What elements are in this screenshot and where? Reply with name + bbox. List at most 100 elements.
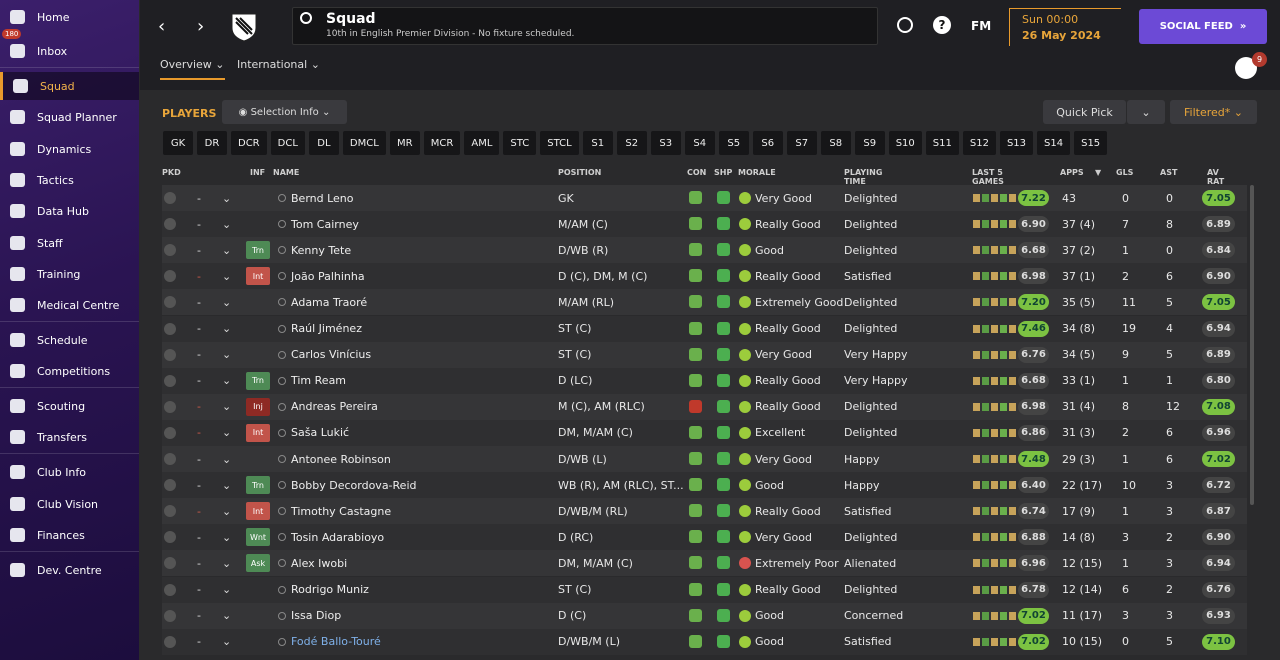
quick-pick-menu[interactable]: ⌄ (1127, 100, 1165, 124)
search-box[interactable]: Squad 10th in English Premier Division -… (292, 7, 878, 45)
player-row[interactable]: - ⌄ Ask Alex Iwobi DM, M/AM (C) Extremely Poo… (162, 550, 1247, 577)
nav-item[interactable]: Squad (0, 72, 139, 100)
position-filter[interactable]: S13 (999, 131, 1034, 155)
player-row[interactable]: - ⌄ Adama Traoré M/AM (RL) Extremely Good Del… (162, 289, 1247, 316)
position-filter[interactable]: MR (389, 131, 420, 155)
position-filter[interactable]: GK (163, 131, 193, 155)
position-filter[interactable]: DCR (231, 131, 267, 155)
player-row[interactable]: - ⌄ Trn Bobby Decordova-Reid WB (R), AM (RLC… (162, 472, 1247, 499)
selection-info-button[interactable]: ◉ Selection Info ⌄ (222, 100, 347, 124)
position-filter[interactable]: S9 (854, 131, 885, 155)
position-filter[interactable]: STC (503, 131, 537, 155)
nav-item[interactable]: Competitions (0, 357, 139, 385)
position-filter[interactable]: DCL (270, 131, 305, 155)
nav-item[interactable]: Transfers (0, 423, 139, 451)
column-header[interactable]: APPS (1060, 168, 1084, 177)
social-feed-button[interactable]: SOCIAL FEED » (1139, 9, 1267, 44)
player-row[interactable]: - ⌄ Bernd Leno GK Very Good Delighted 7.22 43 0 0… (162, 185, 1247, 211)
player-name: Andreas Pereira (291, 400, 378, 414)
nav-item[interactable]: Dynamics (0, 135, 139, 163)
position-filter[interactable]: S4 (684, 131, 715, 155)
player-row[interactable]: - ⌄ Rodrigo Muniz ST (C) Really Good Delighte… (162, 576, 1247, 603)
sidebar: Home Inbox 180 Squad Squad Planner Dynamics Ta… (0, 0, 139, 660)
column-header[interactable]: MORALE (738, 168, 776, 177)
separator (0, 321, 139, 322)
column-header[interactable]: AST (1160, 168, 1178, 177)
position-filter[interactable]: DMCL (342, 131, 386, 155)
nav-item[interactable]: Dev. Centre (0, 556, 139, 584)
nav-item[interactable]: Training (0, 260, 139, 288)
column-header[interactable]: CON (687, 168, 707, 177)
nav-item[interactable]: Squad Planner (0, 103, 139, 131)
nav-item[interactable]: Finances (0, 521, 139, 549)
tab[interactable]: Overview ⌄ (160, 58, 225, 80)
player-icon (278, 507, 286, 516)
forward-button[interactable]: › (197, 16, 205, 37)
nav-item[interactable]: Tactics (0, 166, 139, 194)
player-row[interactable]: - ⌄ Issa Diop D (C) Good Concerned 7.02 11 (17)… (162, 602, 1247, 629)
player-row[interactable]: - ⌄ Trn Kenny Tete D/WB (R) Good Delighted 6.68… (162, 237, 1247, 264)
player-row[interactable]: - ⌄ Raúl Jiménez ST (C) Really Good Delighted… (162, 315, 1247, 342)
nav-item[interactable]: Schedule (0, 326, 139, 354)
column-header[interactable]: POSITION (558, 168, 602, 177)
position-filter[interactable]: S15 (1074, 131, 1108, 155)
player-row[interactable]: - ⌄ Fodé Ballo-Touré D/WB/M (L) Good Satisfie… (162, 628, 1247, 655)
player-row[interactable]: - ⌄ Trn Tim Ream D (LC) Really Good Very Happy… (162, 367, 1247, 394)
player-row[interactable]: - ⌄ Antonee Robinson D/WB (L) Very Good Happy… (162, 446, 1247, 472)
position-filter[interactable]: S2 (616, 131, 647, 155)
world-icon[interactable] (897, 17, 913, 33)
nav-item[interactable]: Medical Centre (0, 291, 139, 319)
date-box[interactable]: Sun 00:00 26 May 2024 (1009, 8, 1121, 46)
position-filter[interactable]: MCR (423, 131, 461, 155)
player-row[interactable]: - ⌄ Tom Cairney M/AM (C) Really Good Delighte… (162, 211, 1247, 238)
column-header[interactable]: AV RAT (1207, 168, 1225, 186)
scrollbar[interactable] (1250, 185, 1254, 505)
position-filter[interactable]: S5 (718, 131, 749, 155)
position-filter[interactable]: DR (197, 131, 227, 155)
filter-button[interactable]: Filtered* ⌄ (1170, 100, 1257, 124)
club-crest[interactable] (228, 10, 260, 42)
position-filter[interactable]: S12 (962, 131, 996, 155)
player-row[interactable]: - ⌄ Int Timothy Castagne D/WB/M (RL) Really G… (162, 498, 1247, 525)
position-filter[interactable]: S3 (650, 131, 681, 155)
position-filter[interactable]: DL (308, 131, 339, 155)
nav-item[interactable]: Scouting (0, 392, 139, 420)
nav-item[interactable]: Staff (0, 229, 139, 257)
player-row[interactable]: - ⌄ Carlos Vinícius ST (C) Very Good Very Hap… (162, 341, 1247, 368)
position-filter[interactable]: S8 (820, 131, 851, 155)
form-square (1009, 220, 1016, 229)
back-button[interactable]: ‹ (158, 16, 166, 37)
player-row[interactable]: - ⌄ Int João Palhinha D (C), DM, M (C) Really… (162, 263, 1247, 290)
position-filter[interactable]: STCL (540, 131, 579, 155)
fm-logo[interactable]: FM (971, 19, 992, 33)
playing-time-happiness: Delighted (844, 217, 898, 231)
column-header[interactable]: NAME (273, 168, 300, 177)
column-header[interactable]: SHP (714, 168, 733, 177)
player-row[interactable]: - ⌄ Inj Andreas Pereira M (C), AM (RLC) Reall… (162, 393, 1247, 420)
tab[interactable]: International ⌄ (237, 58, 320, 71)
player-row[interactable]: - ⌄ Wnt Tosin Adarabioyo D (RC) Very Good Deli… (162, 524, 1247, 551)
player-row[interactable]: - ⌄ Int Saša Lukić DM, M/AM (C) Excellent Deli… (162, 419, 1247, 446)
position-filter[interactable]: S10 (888, 131, 922, 155)
nav-item[interactable]: Club Info (0, 458, 139, 486)
goals: 1 (1122, 452, 1129, 466)
quick-pick-button[interactable]: Quick Pick (1043, 100, 1126, 124)
nav-item[interactable]: Data Hub (0, 197, 139, 225)
help-icon[interactable]: ? (933, 16, 951, 34)
position-filter[interactable]: S11 (925, 131, 959, 155)
nav-item[interactable]: Club Vision (0, 490, 139, 518)
position-filter[interactable]: S14 (1037, 131, 1071, 155)
position-filter[interactable]: S1 (582, 131, 613, 155)
column-header[interactable]: INF (250, 168, 266, 177)
nav-item[interactable]: Home (0, 3, 139, 31)
column-header[interactable]: LAST 5 GAMES (972, 168, 1004, 186)
position-filter[interactable]: S6 (752, 131, 783, 155)
pick-icon (164, 218, 176, 231)
column-header[interactable]: PKD (162, 168, 181, 177)
apps: 22 (17) (1062, 478, 1103, 492)
profile-icon[interactable] (1235, 57, 1257, 79)
position-filter[interactable]: S7 (786, 131, 817, 155)
position-filter[interactable]: AML (464, 131, 500, 155)
nav-item[interactable]: Inbox 180 (0, 29, 139, 65)
column-header[interactable]: GLS (1116, 168, 1134, 177)
